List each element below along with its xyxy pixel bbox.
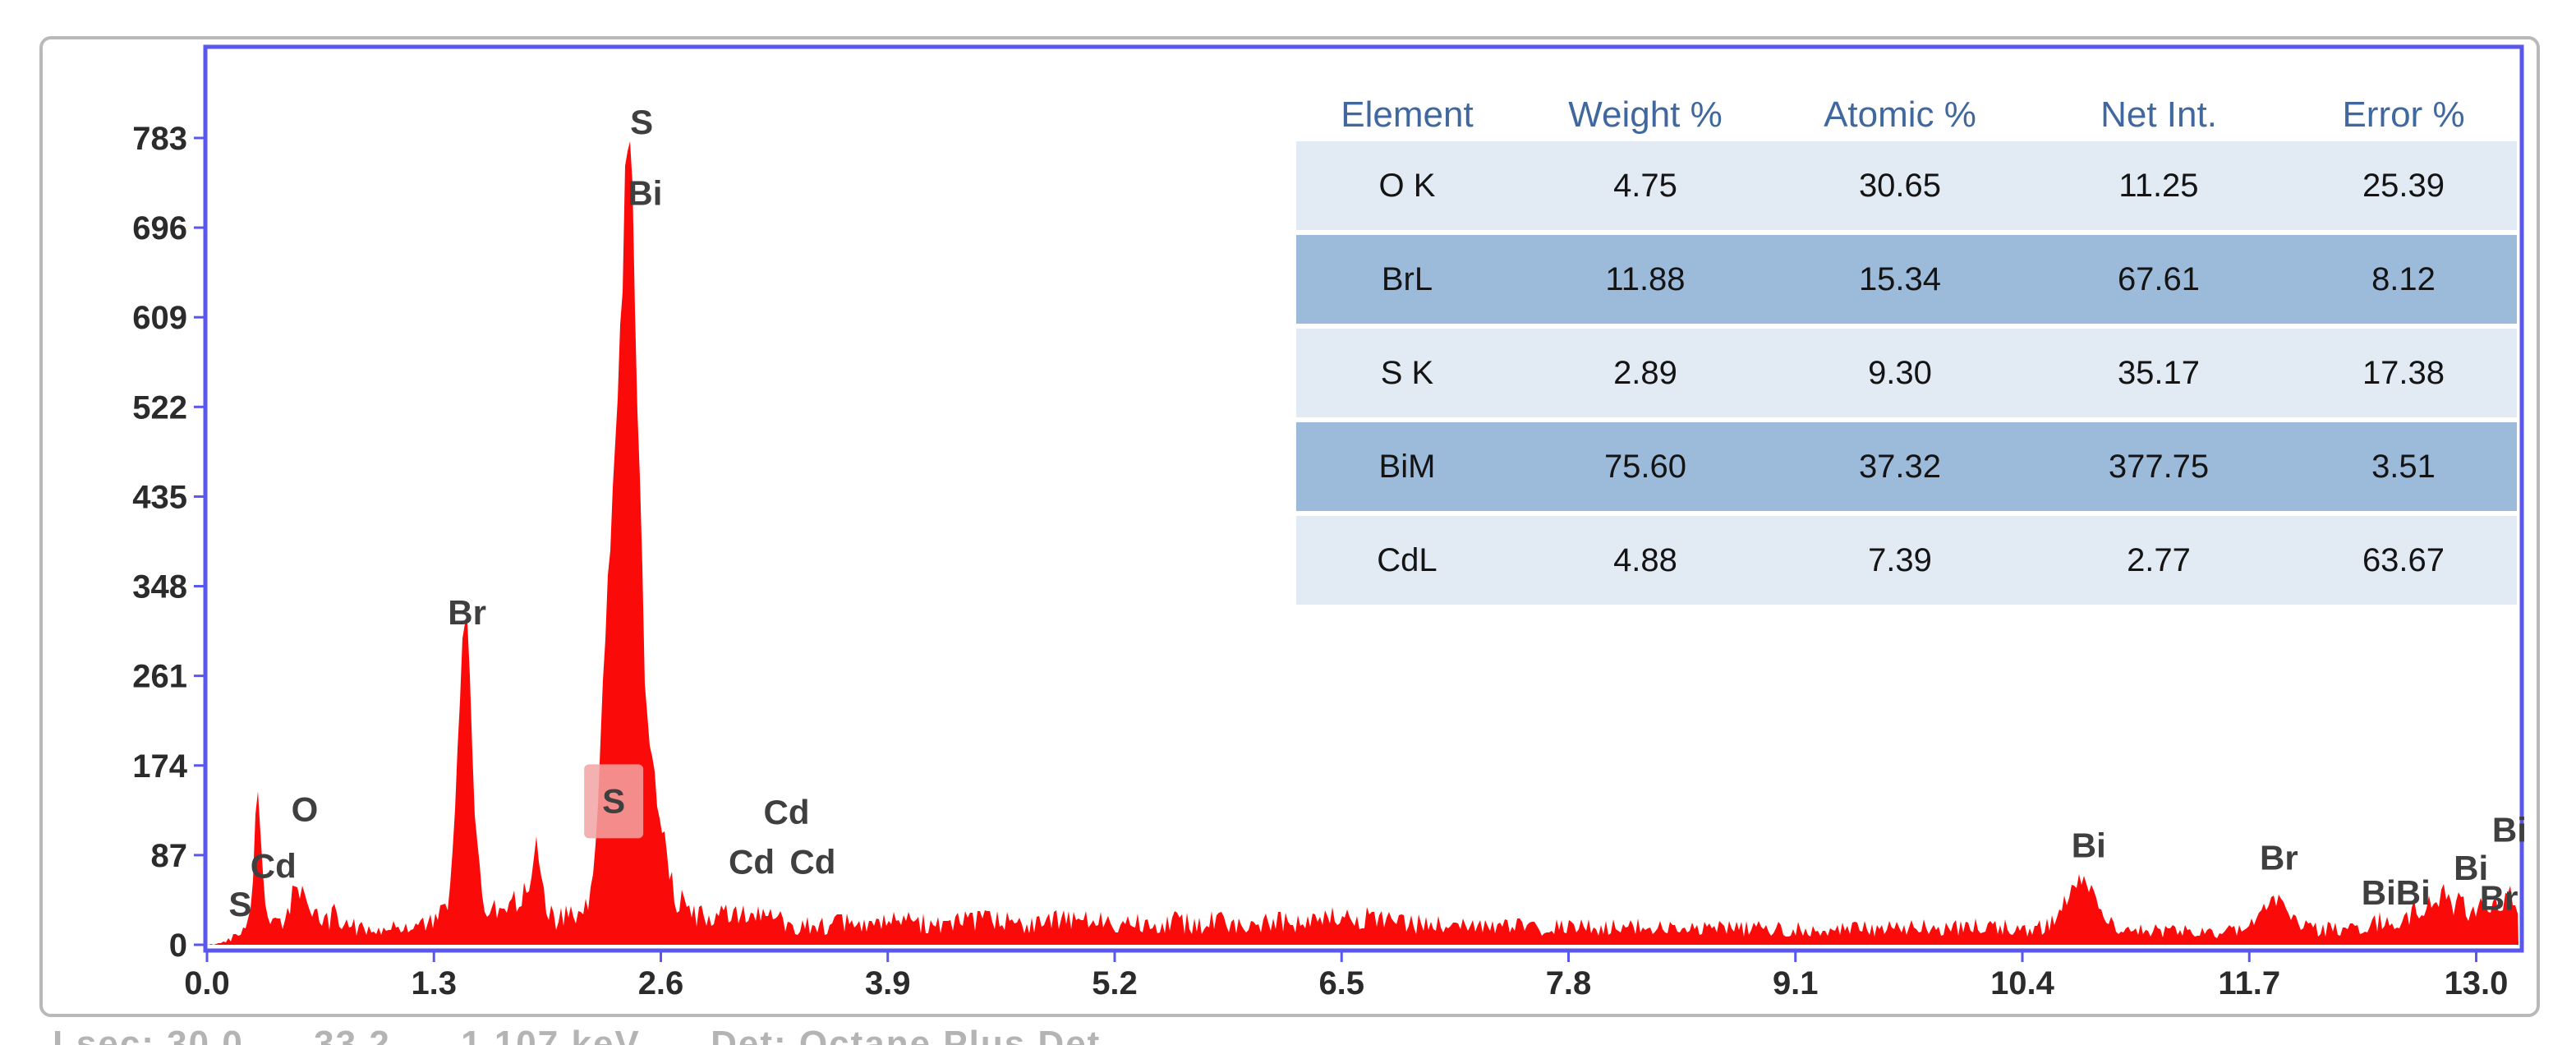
column-header-element: Element xyxy=(1341,94,1474,135)
table-cell: 9.30 xyxy=(1868,354,1932,391)
table-cell: S K xyxy=(1380,354,1434,391)
table-cell: 8.12 xyxy=(2371,260,2436,297)
table-cell: 30.65 xyxy=(1858,167,1942,204)
table-cell: 3.51 xyxy=(2371,448,2436,485)
column-header-net-int-: Net Int. xyxy=(2100,94,2217,135)
cropped-status-caption: Lsec: 30.0 33.2 1.107 keV Det: Octane Pl… xyxy=(53,1024,1203,1045)
table-cell: 35.17 xyxy=(2117,354,2201,391)
table-cell: BrL xyxy=(1381,260,1433,297)
table-cell: 4.88 xyxy=(1613,541,1677,578)
table-cell: 377.75 xyxy=(2108,448,2210,485)
table-cell: 4.75 xyxy=(1613,167,1677,204)
table-row: BiM 75.60 37.32 377.75 3.51 xyxy=(1296,422,2517,511)
table-cell: 37.32 xyxy=(1858,448,1942,485)
table-row: BrL 11.88 15.34 67.61 8.12 xyxy=(1296,235,2517,324)
column-header-weight-: Weight % xyxy=(1568,94,1723,135)
table-cell: 15.34 xyxy=(1858,260,1942,297)
table-cell: 63.67 xyxy=(2362,541,2445,578)
table-row: S K 2.89 9.30 35.17 17.38 xyxy=(1296,329,2517,417)
table-cell: 2.89 xyxy=(1613,354,1677,391)
table-cell: 11.25 xyxy=(2118,167,2199,204)
table-cell: 17.38 xyxy=(2362,354,2445,391)
table-row: O K 4.75 30.65 11.25 25.39 xyxy=(1296,141,2517,230)
table-cell: 11.88 xyxy=(1605,260,1686,297)
table-body: O K 4.75 30.65 11.25 25.39 BrL 11.88 15.34 67.61… xyxy=(1296,141,2517,605)
table-cell: 25.39 xyxy=(2362,167,2445,204)
table-cell: 2.77 xyxy=(2127,541,2191,578)
table-cell: O K xyxy=(1378,167,1436,204)
column-header-error-: Error % xyxy=(2342,94,2465,135)
table-cell: BiM xyxy=(1378,448,1436,485)
column-header-atomic-: Atomic % xyxy=(1824,94,1976,135)
table-cell: 75.60 xyxy=(1603,448,1687,485)
quant-results-table: Element Weight % Atomic % Net Int. Error % O… xyxy=(1296,89,2517,610)
table-row: CdL 4.88 7.39 2.77 63.67 xyxy=(1296,516,2517,605)
table-cell: 67.61 xyxy=(2117,260,2201,297)
table-cell: 7.39 xyxy=(1868,541,1932,578)
caption-text: Lsec: 30.0 33.2 1.107 keV Det: Octane Pl… xyxy=(53,1024,1102,1045)
table-cell: CdL xyxy=(1377,541,1438,578)
table-header-row: Element Weight % Atomic % Net Int. Error % xyxy=(1296,89,2517,141)
